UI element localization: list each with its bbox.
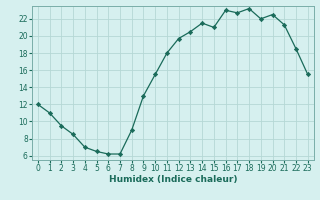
X-axis label: Humidex (Indice chaleur): Humidex (Indice chaleur) bbox=[108, 175, 237, 184]
